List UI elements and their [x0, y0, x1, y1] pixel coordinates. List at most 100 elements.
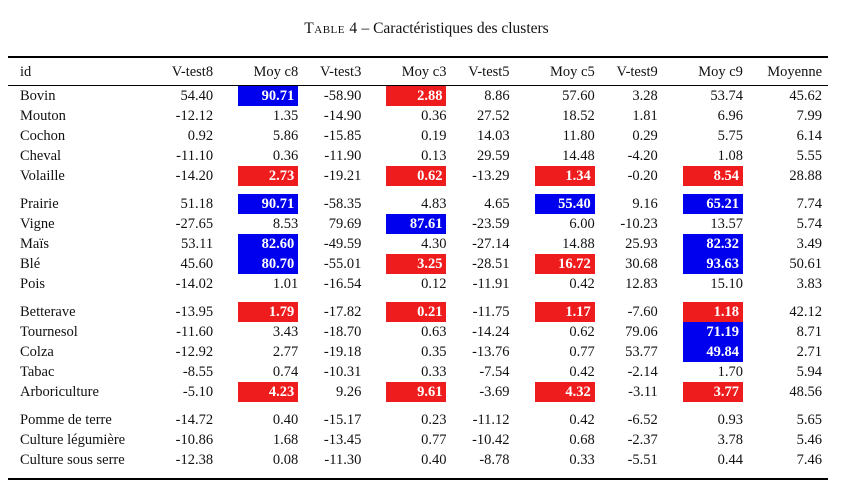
cell-value: 1.68	[272, 432, 299, 448]
cell-value: 0.44	[717, 452, 743, 468]
table-cell: -19.21	[304, 166, 367, 186]
column-header: Moy c3	[401, 64, 447, 80]
cell-value: -8.55	[182, 364, 214, 380]
cell-value: 0.23	[421, 412, 447, 428]
table-row: Cheval -11.10 0.36 -11.90 0.13 29.59 14.48 -4.2…	[8, 146, 828, 166]
table-cell: 49.84	[664, 342, 749, 362]
cell-value: -18.70	[323, 324, 362, 340]
row-label: Colza	[20, 344, 54, 360]
cell-value: 53.77	[625, 344, 658, 360]
table-cell: 6.00	[516, 214, 601, 234]
table-cell: -12.92	[156, 342, 219, 362]
table-cell: -14.02	[156, 274, 219, 294]
table-cell: 6.96	[664, 106, 749, 126]
cell-value: -58.35	[323, 196, 362, 212]
row-label: Blé	[20, 256, 41, 272]
table-cell: 79.69	[304, 214, 367, 234]
cell-value: -13.29	[472, 168, 510, 184]
table-cell: 0.42	[516, 274, 601, 294]
table-cell: -5.10	[156, 382, 219, 402]
table-cell: 0.33	[516, 450, 601, 470]
cell-value: 18.52	[562, 108, 595, 124]
cell-value: 5.74	[796, 216, 822, 232]
cell-value: 0.42	[569, 364, 595, 380]
table-cell: 16.72	[516, 254, 601, 274]
top-rule	[8, 56, 828, 58]
table-cell: -28.51	[452, 254, 515, 274]
cell-value: 0.29	[632, 128, 658, 144]
table-cell: 82.32	[664, 234, 749, 254]
table-cell: 3.49	[749, 234, 828, 254]
cell-value: 27.52	[476, 108, 510, 124]
column-header: Moy c5	[549, 64, 595, 80]
column-header: V-test3	[319, 64, 362, 80]
table-cell: 80.70	[219, 254, 304, 274]
table-row: Vigne -27.65 8.53 79.69 87.61 -23.59 6.00 -10.2…	[8, 214, 828, 234]
table-cell: 0.68	[516, 430, 601, 450]
table-cell: -27.14	[452, 234, 515, 254]
cell-value: -10.31	[323, 364, 362, 380]
caption-separator: –	[361, 20, 370, 37]
table-cell: 8.86	[452, 86, 515, 106]
table-cell: 0.42	[516, 362, 601, 382]
cell-value: -14.90	[323, 108, 362, 124]
cell-value: 45.60	[180, 256, 214, 272]
row-label: Tabac	[20, 364, 55, 380]
column-header: id	[20, 64, 32, 80]
highlighted-value: 1.18	[682, 302, 743, 322]
row-label: Pois	[20, 276, 45, 292]
table-cell: 2.71	[749, 342, 828, 362]
cell-value: 5.94	[796, 364, 822, 380]
cell-value: 30.68	[625, 256, 658, 272]
cell-value: 29.59	[476, 148, 510, 164]
table-cell: -11.91	[452, 274, 515, 294]
cell-value: 7.46	[796, 452, 822, 468]
cell-value: 0.08	[272, 452, 299, 468]
table-cell: -13.76	[452, 342, 515, 362]
table-cell: -14.24	[452, 322, 515, 342]
table-cell: 93.63	[664, 254, 749, 274]
cell-value: 7.74	[796, 196, 822, 212]
cell-value: 14.48	[562, 148, 595, 164]
highlighted-value: 90.71	[238, 194, 299, 214]
table-cell: -11.90	[304, 146, 367, 166]
table-cell: 3.77	[664, 382, 749, 402]
table-cell: 1.35	[219, 106, 304, 126]
table-cell: 14.48	[516, 146, 601, 166]
cell-value: -58.90	[323, 88, 362, 104]
cell-value: -8.78	[479, 452, 510, 468]
cell-value: -7.54	[479, 364, 510, 380]
cell-value: -11.10	[176, 148, 214, 164]
table-cell: -11.75	[452, 294, 515, 322]
table-cell: 0.21	[367, 294, 452, 322]
highlighted-value: 65.21	[682, 194, 743, 214]
cell-value: -5.51	[627, 452, 658, 468]
cell-value: -14.72	[175, 412, 214, 428]
table-cell: 4.30	[367, 234, 452, 254]
highlighted-value: 49.84	[682, 342, 743, 362]
table-cell: -14.72	[156, 402, 219, 430]
table-cell: 0.93	[664, 402, 749, 430]
highlighted-value: 80.70	[238, 254, 299, 274]
column-header: Moy c8	[253, 64, 299, 80]
table-row: Culture légumière -10.86 1.68 -13.45 0.77 -10…	[8, 430, 828, 450]
cell-value: -15.17	[323, 412, 362, 428]
cell-value: -13.95	[175, 304, 214, 320]
cell-value: 0.77	[569, 344, 595, 360]
cell-value: -3.69	[479, 384, 510, 400]
cell-value: 2.71	[796, 344, 822, 360]
table-cell: -8.78	[452, 450, 515, 470]
highlighted-value: 2.73	[238, 166, 299, 186]
table-cell: -23.59	[452, 214, 515, 234]
cell-value: 4.83	[421, 196, 447, 212]
highlighted-value: 71.19	[682, 322, 743, 342]
cell-value: 7.99	[796, 108, 822, 124]
cell-value: -2.14	[627, 364, 658, 380]
table-cell: 0.77	[516, 342, 601, 362]
cell-value: 11.80	[562, 128, 595, 144]
table-cell: 50.61	[749, 254, 828, 274]
table-cell: 0.74	[219, 362, 304, 382]
table-cell: -58.35	[304, 186, 367, 214]
table-cell: -13.45	[304, 430, 367, 450]
highlighted-value: 3.25	[386, 254, 447, 274]
